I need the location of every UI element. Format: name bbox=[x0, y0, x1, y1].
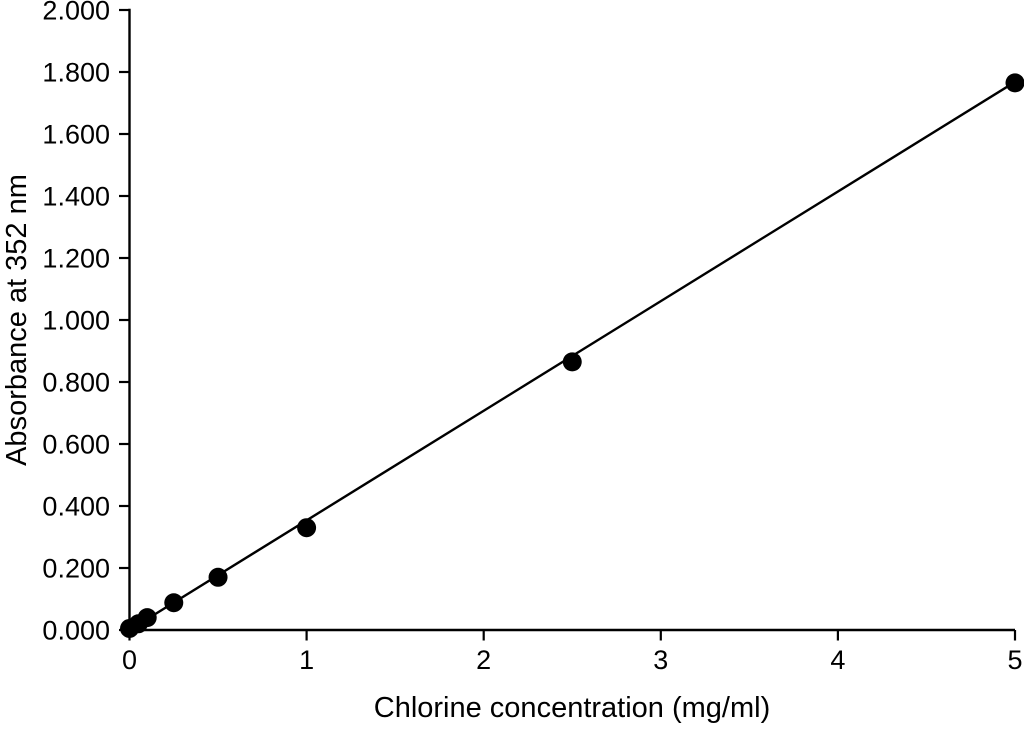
x-tick-label: 4 bbox=[830, 645, 845, 675]
x-axis-title: Chlorine concentration (mg/ml) bbox=[374, 692, 770, 724]
data-point bbox=[1005, 73, 1024, 93]
x-tick-label: 5 bbox=[1007, 645, 1022, 675]
y-tick-label: 1.200 bbox=[42, 243, 110, 273]
data-point bbox=[164, 593, 184, 613]
data-point bbox=[137, 608, 157, 628]
y-tick-label: 0.800 bbox=[42, 367, 110, 397]
data-point bbox=[562, 352, 582, 372]
y-tick-label: 1.800 bbox=[42, 57, 110, 87]
y-tick-label: 0.400 bbox=[42, 491, 110, 521]
y-tick-label: 1.000 bbox=[42, 305, 110, 335]
data-point bbox=[208, 567, 228, 587]
y-tick-label: 0.200 bbox=[42, 553, 110, 583]
y-tick-label: 2.000 bbox=[42, 0, 110, 25]
y-tick-label: 1.400 bbox=[42, 181, 110, 211]
y-tick-label: 0.600 bbox=[42, 429, 110, 459]
x-tick-label: 2 bbox=[476, 645, 491, 675]
x-tick-label: 0 bbox=[122, 645, 137, 675]
x-tick-label: 1 bbox=[299, 645, 314, 675]
y-tick-label: 1.600 bbox=[42, 119, 110, 149]
y-tick-label: 0.000 bbox=[42, 615, 110, 645]
x-tick-label: 3 bbox=[653, 645, 668, 675]
y-axis-title: Absorbance at 352 nm bbox=[1, 174, 33, 466]
data-point bbox=[297, 518, 317, 538]
